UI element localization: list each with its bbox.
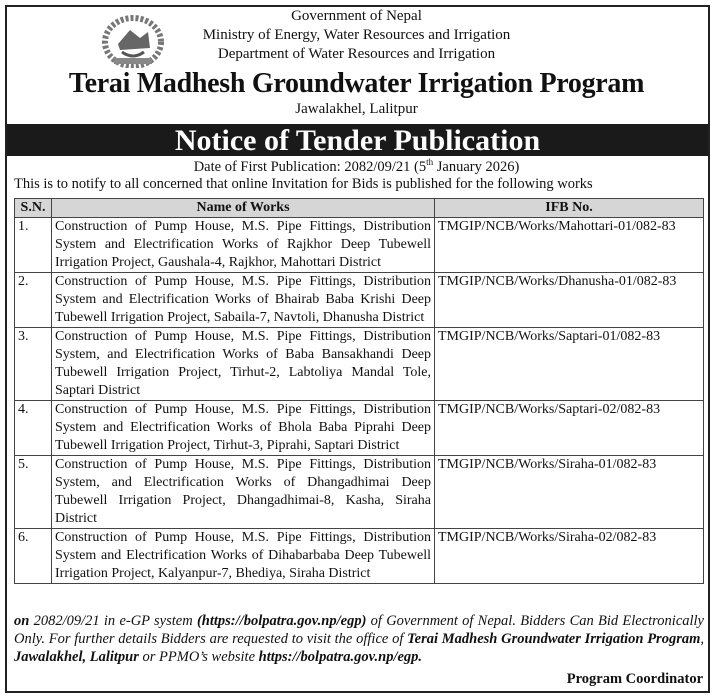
row-sn: 5. — [14, 455, 52, 529]
row-name: Construction of Pump House, M.S. Pipe Fi… — [51, 528, 435, 584]
f6: , — [700, 631, 704, 647]
row-ifb: TMGIP/NCB/Works/Siraha-02/082-83 — [434, 528, 704, 584]
row-name: Construction of Pump House, M.S. Pipe Fi… — [51, 455, 435, 529]
table-row: 1. Construction of Pump House, M.S. Pipe … — [14, 217, 704, 273]
table-row: 5. Construction of Pump House, M.S. Pipe … — [14, 455, 704, 529]
f4: of Government of Nepal. Bidders Can Bid … — [14, 613, 704, 647]
table-row: 3. Construction of Pump House, M.S. Pipe … — [14, 327, 704, 401]
table-row: 2. Construction of Pump House, M.S. Pipe … — [14, 272, 704, 328]
row-ifb: TMGIP/NCB/Works/Saptari-02/082-83 — [434, 400, 704, 456]
row-ifb: TMGIP/NCB/Works/Mahottari-01/082-83 — [434, 217, 704, 273]
row-sn: 2. — [14, 272, 52, 328]
location: Jawalakhel, Lalitpur — [295, 101, 418, 117]
nepal-emblem-icon — [102, 15, 164, 68]
ppmo-link[interactable]: https://bolpatra.gov.np/egp. — [258, 649, 423, 665]
col-sn: S.N. — [14, 198, 52, 218]
department-line: Department of Water Resources and Irriga… — [217, 46, 496, 62]
notice-border — [5, 5, 710, 693]
publication-date: Date of First Publication: 2082/09/21 (5… — [0, 157, 713, 176]
date-suffix: January 2026) — [433, 158, 520, 175]
program-title: Terai Madhesh Groundwater Irrigation Pro… — [68, 68, 645, 99]
date-prefix: Date of First Publication: 2082/09/21 (5 — [193, 158, 427, 175]
row-ifb: TMGIP/NCB/Works/Dhanusha-01/082-83 — [434, 272, 704, 328]
row-ifb: TMGIP/NCB/Works/Siraha-01/082-83 — [434, 455, 704, 529]
notice-title: Notice of Tender Publication — [7, 124, 708, 157]
signature: Program Coordinator — [566, 671, 703, 687]
row-name: Construction of Pump House, M.S. Pipe Fi… — [51, 272, 435, 328]
gov-line: Government of Nepal — [291, 8, 422, 24]
row-sn: 3. — [14, 327, 52, 401]
row-name: Construction of Pump House, M.S. Pipe Fi… — [51, 217, 435, 273]
works-table: S.N. Name of Works IFB No. 1. Constructio… — [14, 198, 704, 584]
date-sup: th — [426, 157, 434, 167]
f1: on — [14, 613, 30, 629]
row-name: Construction of Pump House, M.S. Pipe Fi… — [51, 400, 435, 456]
egp-link[interactable]: (https://bolpatra.gov.np/egp) — [196, 613, 367, 629]
f5: Terai Madhesh Groundwater Irrigation Pro… — [407, 631, 701, 647]
row-sn: 1. — [14, 217, 52, 273]
row-sn: 4. — [14, 400, 52, 456]
ministry-line: Ministry of Energy, Water Resources and … — [202, 27, 511, 43]
f2: 2082/09/21 in e-GP system — [29, 613, 197, 629]
f8: or PPMO’s website — [138, 649, 259, 665]
table-row: 6. Construction of Pump House, M.S. Pipe … — [14, 528, 704, 584]
table-row: 4. Construction of Pump House, M.S. Pipe … — [14, 400, 704, 456]
row-ifb: TMGIP/NCB/Works/Saptari-01/082-83 — [434, 327, 704, 401]
footer-text: on 2082/09/21 in e-GP system (https://bo… — [14, 612, 704, 666]
col-ifb: IFB No. — [434, 198, 704, 218]
row-sn: 6. — [14, 528, 52, 584]
col-name: Name of Works — [51, 198, 435, 218]
row-name: Construction of Pump House, M.S. Pipe Fi… — [51, 327, 435, 401]
intro-text: This is to notify to all concerned that … — [14, 176, 593, 192]
f7: Jawalakhel, Lalitpur — [14, 649, 139, 665]
